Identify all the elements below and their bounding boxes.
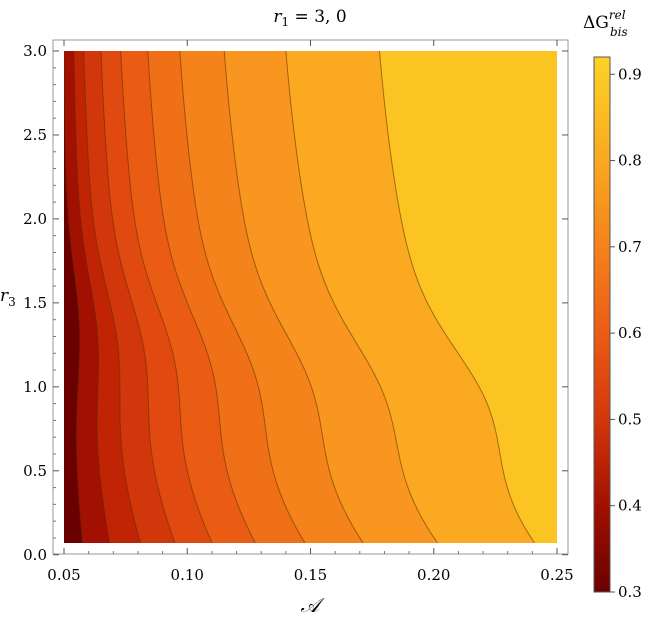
contour-line-4 bbox=[100, 51, 176, 543]
contour-line-1 bbox=[64, 51, 83, 543]
contour-line-5 bbox=[120, 51, 213, 543]
colorbar-tick-label: 0.9 bbox=[618, 65, 642, 83]
contour-line-3 bbox=[83, 51, 141, 543]
x-tick-label: 0.15 bbox=[294, 566, 327, 584]
x-tick-label: 0.20 bbox=[417, 566, 450, 584]
contour-line-7 bbox=[179, 51, 306, 543]
x-tick-label: 0.25 bbox=[540, 566, 573, 584]
colorbar-ticks: 0.3 0.4 0.5 0.6 0.7 0.8 0.9 bbox=[610, 65, 642, 601]
y-tick-label: 3.0 bbox=[23, 42, 47, 60]
colorbar-label-sub: bis bbox=[610, 25, 628, 39]
x-axis-ticks: 0.05 0.10 0.15 0.20 0.25 bbox=[47, 40, 574, 584]
colorbar-tick-label: 0.8 bbox=[618, 152, 642, 170]
y-axis-label: r3 bbox=[0, 286, 16, 309]
y-tick-label: 0.5 bbox=[23, 462, 47, 480]
y-axis-ticks: 0.0 0.5 1.0 1.5 2.0 2.5 3.0 bbox=[23, 42, 568, 564]
x-axis-label: 𝒜 bbox=[301, 593, 326, 617]
contour-band-10 bbox=[379, 51, 557, 543]
y-tick-label: 1.0 bbox=[23, 378, 47, 396]
colorbar-tick-label: 0.5 bbox=[618, 410, 642, 428]
contour-line-2 bbox=[73, 51, 111, 543]
x-tick-label: 0.10 bbox=[171, 566, 204, 584]
contour-line-9 bbox=[285, 51, 438, 543]
colorbar-label: ΔGrel bbox=[583, 8, 626, 33]
colorbar-tick-label: 0.4 bbox=[618, 497, 642, 515]
y-tick-label: 0.0 bbox=[23, 546, 47, 564]
x-tick-label: 0.05 bbox=[47, 566, 80, 584]
y-tick-label: 1.5 bbox=[23, 294, 47, 312]
colorbar-tick-label: 0.7 bbox=[618, 238, 642, 256]
y-tick-label: 2.5 bbox=[23, 126, 47, 144]
colorbar-tick-label: 0.3 bbox=[618, 583, 642, 601]
colorbar bbox=[593, 56, 611, 593]
contour-line-8 bbox=[223, 51, 364, 543]
contour-line-10 bbox=[379, 51, 535, 543]
contour-line-6 bbox=[147, 51, 256, 543]
colorbar-tick-label: 0.6 bbox=[618, 324, 642, 342]
contour-bands bbox=[64, 51, 557, 543]
chart-title: r1 = 3, 0 bbox=[273, 7, 346, 29]
y-tick-label: 2.0 bbox=[23, 210, 47, 228]
